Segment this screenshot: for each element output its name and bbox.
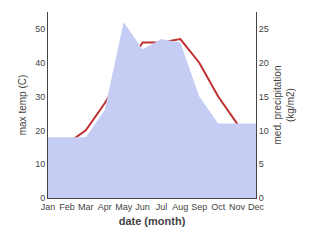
svg-text:Oct: Oct <box>211 202 226 212</box>
svg-text:Sep: Sep <box>191 202 207 212</box>
svg-text:40: 40 <box>35 58 45 68</box>
svg-text:Apr: Apr <box>98 202 112 212</box>
svg-text:0: 0 <box>259 193 264 203</box>
svg-text:max temp (C): max temp (C) <box>17 75 28 136</box>
svg-text:Aug: Aug <box>172 202 188 212</box>
svg-text:25: 25 <box>259 24 269 34</box>
svg-text:15: 15 <box>259 92 269 102</box>
svg-text:5: 5 <box>259 159 264 169</box>
svg-text:Jan: Jan <box>41 202 56 212</box>
svg-text:10: 10 <box>35 159 45 169</box>
svg-text:30: 30 <box>35 92 45 102</box>
svg-text:date (month): date (month) <box>119 215 186 227</box>
svg-text:Dec: Dec <box>248 202 265 212</box>
svg-text:20: 20 <box>259 58 269 68</box>
svg-text:med. precipitation(kg/m2): med. precipitation(kg/m2) <box>272 66 296 145</box>
svg-text:Feb: Feb <box>59 202 75 212</box>
svg-text:Jun: Jun <box>135 202 150 212</box>
svg-text:0: 0 <box>40 193 45 203</box>
svg-text:Mar: Mar <box>78 202 94 212</box>
svg-text:50: 50 <box>35 24 45 34</box>
svg-text:10: 10 <box>259 126 269 136</box>
svg-text:Nov: Nov <box>229 202 246 212</box>
svg-text:20: 20 <box>35 126 45 136</box>
svg-text:May: May <box>115 202 133 212</box>
svg-text:Jul: Jul <box>156 202 168 212</box>
